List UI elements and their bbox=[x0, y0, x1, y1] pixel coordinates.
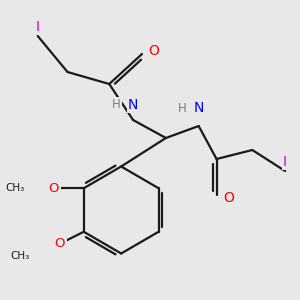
Text: H: H bbox=[178, 101, 187, 115]
Text: CH₃: CH₃ bbox=[11, 251, 30, 261]
Text: N: N bbox=[194, 101, 204, 115]
Text: CH₃: CH₃ bbox=[5, 183, 24, 193]
Text: O: O bbox=[49, 182, 59, 195]
Text: O: O bbox=[55, 237, 65, 250]
Text: I: I bbox=[36, 20, 40, 34]
Text: H: H bbox=[112, 98, 121, 112]
Text: O: O bbox=[148, 44, 159, 58]
Text: N: N bbox=[128, 98, 138, 112]
Text: I: I bbox=[283, 155, 287, 169]
Text: O: O bbox=[223, 191, 234, 205]
